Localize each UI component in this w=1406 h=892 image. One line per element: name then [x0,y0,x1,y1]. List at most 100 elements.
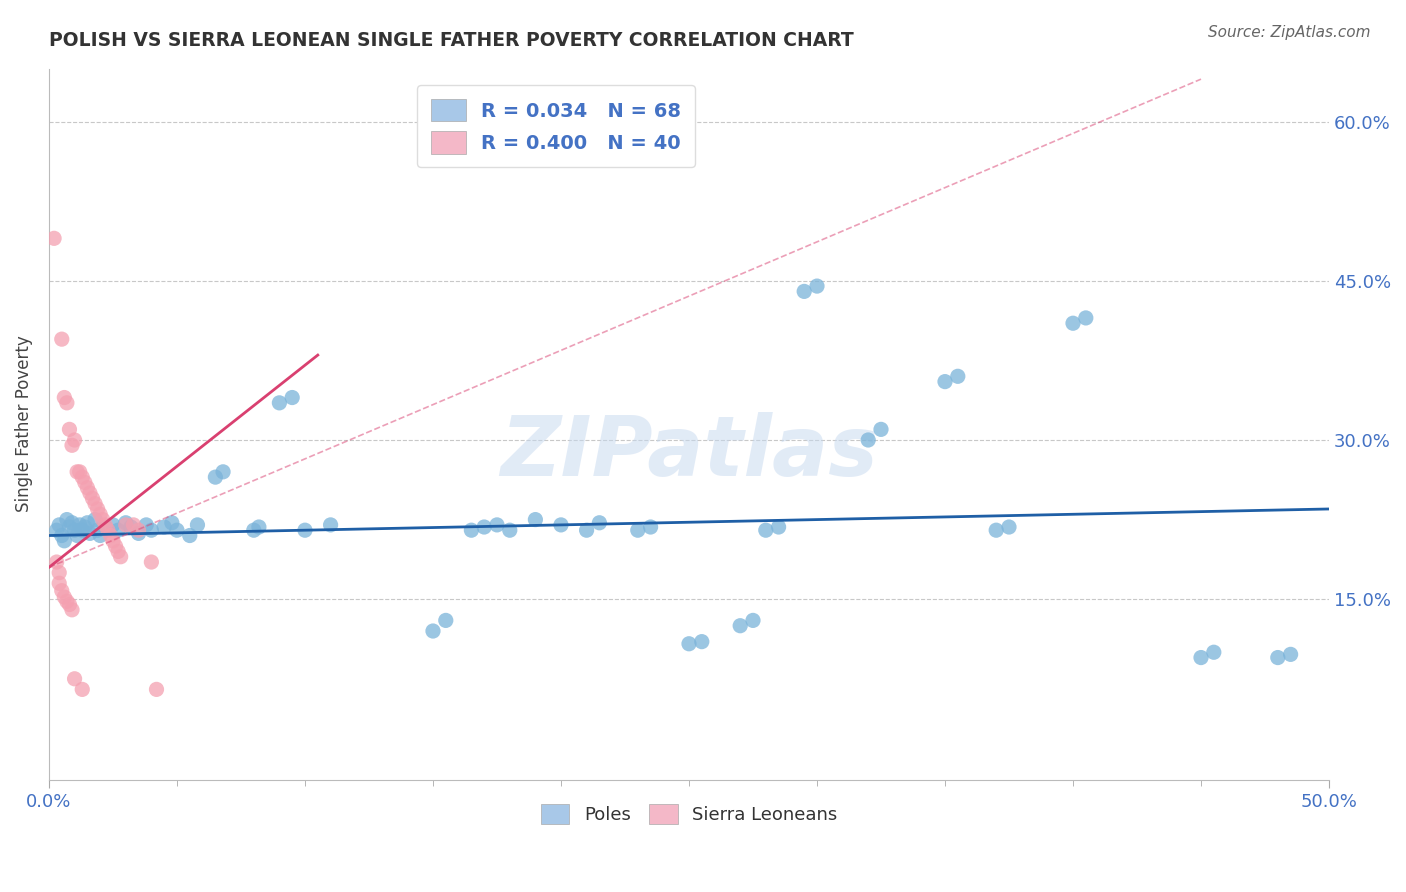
Point [97,523,120,537]
Point [575,523,598,537]
Point [114,517,136,532]
Point [58,520,80,534]
Point [212,465,235,479]
Point [179,528,201,542]
Point [56,594,79,608]
Point [870,422,893,436]
Point [107,544,129,558]
Text: POLISH VS SIERRA LEONEAN SINGLE FATHER POVERTY CORRELATION CHART: POLISH VS SIERRA LEONEAN SINGLE FATHER P… [49,31,853,50]
Point [58,422,80,436]
Y-axis label: Single Father Poverty: Single Father Poverty [15,335,32,512]
Point [1074,310,1097,325]
Point [242,523,264,537]
Text: Source: ZipAtlas.com: Source: ZipAtlas.com [1208,25,1371,40]
Point [588,516,610,530]
Point [434,614,457,628]
Point [460,523,482,537]
Point [82,491,104,506]
Point [120,520,142,534]
Point [856,433,879,447]
Point [141,523,163,537]
Point [742,614,765,628]
Point [60,603,83,617]
Point [94,520,117,534]
Point [204,470,226,484]
Point [627,523,650,537]
Point [89,528,111,542]
Point [76,516,98,530]
Point [755,523,778,537]
Point [60,438,83,452]
Point [45,523,67,537]
Point [986,523,1008,537]
Point [122,517,145,532]
Point [319,517,342,532]
Point [294,523,316,537]
Point [281,391,304,405]
Point [153,520,176,534]
Point [128,523,150,537]
Point [998,520,1021,534]
Point [524,512,547,526]
Point [73,520,96,534]
Point [51,528,73,542]
Text: ZIPatlas: ZIPatlas [501,412,877,493]
Point [141,555,163,569]
Point [499,523,522,537]
Point [678,637,700,651]
Point [66,528,89,542]
Point [550,517,572,532]
Point [69,517,91,532]
Point [45,555,67,569]
Point [640,520,662,534]
Point [72,523,94,537]
Point [79,526,101,541]
Point [69,465,91,479]
Point [76,481,98,495]
Point [79,486,101,500]
Point [135,517,157,532]
Point [51,332,73,346]
Point [110,549,132,564]
Point [84,497,107,511]
Point [56,512,79,526]
Point [91,512,114,526]
Point [793,285,815,299]
Point [114,516,136,530]
Point [72,682,94,697]
Point [485,517,508,532]
Point [269,396,291,410]
Point [1267,650,1289,665]
Point [101,533,124,548]
Point [690,634,713,648]
Point [104,539,127,553]
Point [48,576,70,591]
Point [51,583,73,598]
Point [728,618,751,632]
Point [60,516,83,530]
Point [72,470,94,484]
Point [422,624,444,638]
Point [86,502,108,516]
Point [1202,645,1225,659]
Point [100,528,122,542]
Point [63,433,86,447]
Point [768,520,790,534]
Point [89,508,111,522]
Point [101,517,124,532]
Point [1062,316,1084,330]
Point [84,512,107,526]
Point [934,375,956,389]
Point [472,520,495,534]
Point [42,231,65,245]
Point [1189,650,1212,665]
Legend: Poles, Sierra Leoneans: Poles, Sierra Leoneans [530,793,848,835]
Point [94,517,117,532]
Point [53,391,76,405]
Point [145,682,167,697]
Point [1279,648,1302,662]
Point [53,590,76,604]
Point [53,533,76,548]
Point [128,526,150,541]
Point [73,475,96,490]
